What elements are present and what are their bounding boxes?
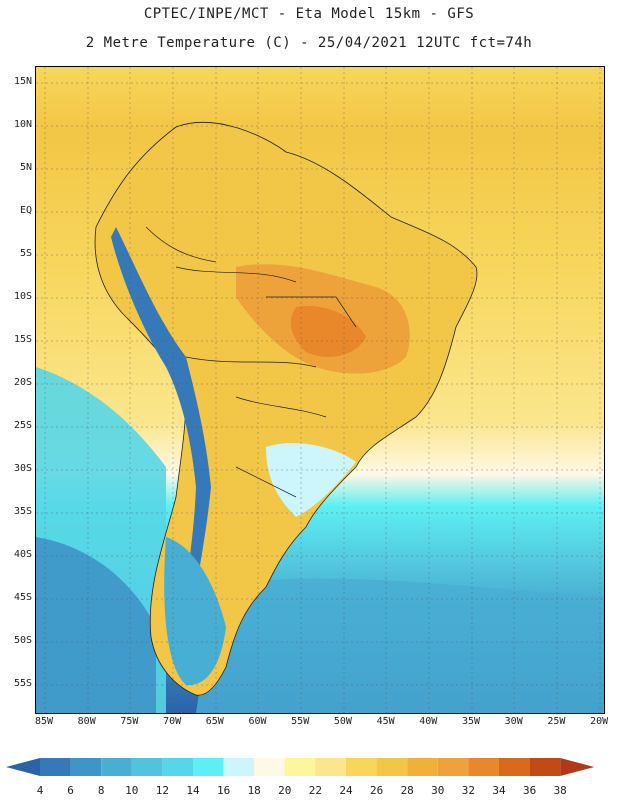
colorbar-segment (437, 758, 469, 776)
colorbar-right-arrow (560, 758, 595, 776)
lat-label: 55S (13, 678, 32, 689)
lon-label: 50W (333, 716, 352, 727)
patagonia-cold (164, 537, 226, 686)
lat-label: 5N (19, 162, 32, 173)
atlantic-cold-band (196, 578, 604, 713)
colorbar-tick-label: 16 (216, 784, 231, 797)
colorbar-segment (407, 758, 438, 776)
colorbar (6, 758, 595, 776)
lon-label: 80W (77, 716, 96, 727)
colorbar-segment (70, 758, 102, 776)
lat-label: 40S (13, 549, 32, 560)
lon-label: 60W (248, 716, 267, 727)
lat-label: EQ (19, 205, 32, 216)
lon-label: 20W (590, 716, 609, 727)
temperature-map[interactable] (35, 66, 605, 714)
chart-title: CPTEC/INPE/MCT - Eta Model 15km - GFS (143, 6, 475, 22)
chart-subtitle: 2 Metre Temperature (C) - 25/04/2021 12U… (85, 35, 533, 51)
lat-label: 30S (13, 463, 32, 474)
lat-label: 25S (13, 420, 32, 431)
hot-core (290, 306, 366, 357)
lat-label: 15S (13, 334, 32, 345)
pacific-cold-band (36, 537, 156, 713)
colorbar-segment (284, 758, 316, 776)
colorbar-tick-label: 26 (369, 784, 384, 797)
colorbar-tick-label: 6 (67, 784, 74, 797)
lat-label: 35S (13, 506, 32, 517)
colorbar-segment (131, 758, 163, 776)
lon-label: 25W (547, 716, 566, 727)
colorbar-tick-label: 32 (461, 784, 476, 797)
colorbar-segment (254, 758, 285, 776)
colorbar-segment (346, 758, 377, 776)
andes-cold (111, 227, 211, 647)
lon-label: 70W (163, 716, 182, 727)
lon-label: 75W (120, 716, 139, 727)
colorbar-segment (162, 758, 193, 776)
colorbar-segment (193, 758, 224, 776)
lat-label: 5S (19, 248, 32, 259)
lat-label: 20S (13, 377, 32, 388)
lat-label: 45S (13, 592, 32, 603)
country-borders (145, 226, 357, 498)
lat-label: 10N (13, 119, 32, 130)
colorbar-segment (315, 758, 346, 776)
colorbar-tick-label: 10 (125, 784, 139, 797)
lon-label: 65W (205, 716, 224, 727)
colorbar-tick-label: 38 (553, 784, 567, 797)
colorbar-segment (376, 758, 408, 776)
lon-label: 30W (504, 716, 523, 727)
colorbar-tick-label: 14 (186, 784, 200, 797)
colorbar-tick-label: 30 (431, 784, 445, 797)
lon-label: 45W (376, 716, 395, 727)
colorbar-segment (223, 758, 255, 776)
lat-label: 15N (13, 76, 32, 87)
lon-label: 85W (34, 716, 54, 727)
colorbar-tick-label: 18 (247, 784, 261, 797)
lat-label: 50S (13, 635, 32, 646)
colorbar-tick-label: 24 (339, 784, 353, 797)
map-svg (36, 67, 604, 713)
colorbar-tick-label: 12 (155, 784, 170, 797)
lon-label: 55W (291, 716, 310, 727)
lon-label: 40W (419, 716, 438, 727)
colorbar-segment (468, 758, 499, 776)
southeast-cool (266, 442, 356, 517)
colorbar-tick-label: 8 (97, 784, 105, 797)
colorbar-segment (529, 758, 561, 776)
colorbar-segment (499, 758, 530, 776)
colorbar-tick-label: 20 (278, 784, 292, 797)
colorbar-tick-label: 34 (492, 784, 506, 797)
colorbar-tick-label: 28 (400, 784, 414, 797)
lon-label: 35W (461, 716, 481, 727)
lat-label: 10S (13, 291, 32, 302)
colorbar-tick-label: 4 (36, 784, 44, 797)
colorbar-tick-label: 36 (522, 784, 537, 797)
colorbar-left-arrow (6, 758, 40, 776)
colorbar-tick-label: 22 (308, 784, 323, 797)
colorbar-segment (40, 758, 71, 776)
colorbar-segment (101, 758, 132, 776)
